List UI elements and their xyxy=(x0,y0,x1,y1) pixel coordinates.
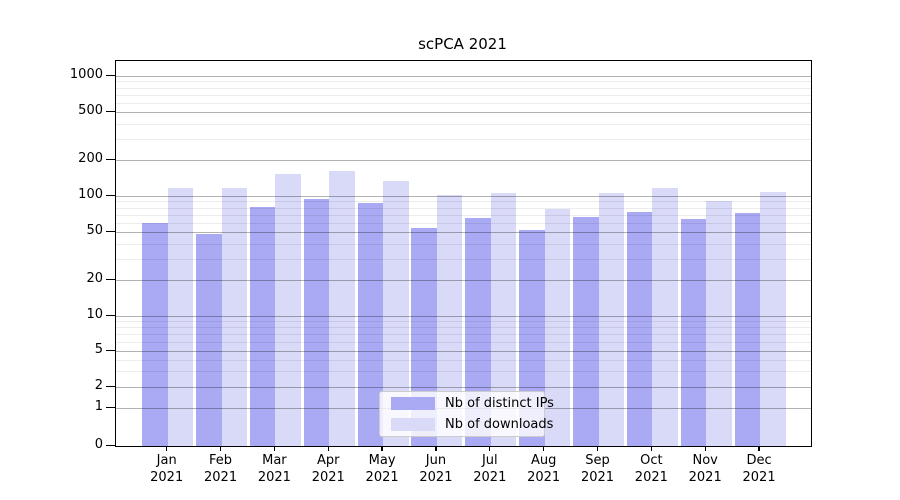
x-tick-label-nov: Nov 2021 xyxy=(688,453,722,485)
gridline-minor-700 xyxy=(116,94,811,96)
x-tick-label-mar: Mar 2021 xyxy=(257,453,291,485)
x-tick-mark-nov xyxy=(704,446,706,451)
x-tick-mark-oct xyxy=(650,446,652,451)
bar-downloads-aug xyxy=(544,208,571,446)
legend-item-downloads: Nb of downloads xyxy=(391,416,553,434)
x-tick-mark-jun xyxy=(435,446,437,451)
legend-label: Nb of distinct IPs xyxy=(445,396,554,411)
y-tick-mark-200 xyxy=(106,158,115,160)
x-tick-label-apr: Apr 2021 xyxy=(311,453,345,485)
gridline-minor-600 xyxy=(116,102,811,104)
y-tick-label-10: 10 xyxy=(86,307,103,322)
bar-downloads-apr xyxy=(329,171,355,446)
legend-item-distinct-ips: Nb of distinct IPs xyxy=(391,395,554,413)
bar-downloads-nov xyxy=(706,201,732,446)
legend-swatch-distinct-ips xyxy=(391,397,435,410)
bar-distinct-ips-nov xyxy=(680,219,707,446)
bar-distinct-ips-sep xyxy=(573,216,599,446)
x-tick-mark-sep xyxy=(596,446,599,451)
bar-distinct-ips-apr xyxy=(303,199,330,446)
y-tick-label-5: 5 xyxy=(94,342,103,357)
bar-distinct-ips-dec xyxy=(734,213,761,446)
y-tick-label-2: 2 xyxy=(94,378,103,393)
bar-distinct-ips-oct xyxy=(626,211,653,446)
y-tick-mark-100 xyxy=(106,194,115,196)
gridline-major-1000 xyxy=(116,76,811,77)
legend-label: Nb of downloads xyxy=(445,417,554,432)
x-tick-mark-jul xyxy=(489,446,491,451)
y-tick-mark-5 xyxy=(106,349,115,351)
legend: Nb of distinct IPs Nb of downloads xyxy=(379,391,554,437)
x-tick-label-dec: Dec 2021 xyxy=(742,453,776,485)
gridline-minor-300 xyxy=(116,138,811,140)
x-tick-mark-mar xyxy=(273,446,276,451)
x-tick-mark-apr xyxy=(327,446,329,451)
chart-title: scPCA 2021 xyxy=(418,35,507,53)
gridline-minor-900 xyxy=(116,81,811,83)
x-tick-label-feb: Feb 2021 xyxy=(204,453,238,485)
gridline-major-500 xyxy=(116,112,811,113)
y-tick-label-200: 200 xyxy=(78,151,103,166)
y-tick-mark-2 xyxy=(106,385,115,387)
y-tick-mark-500 xyxy=(106,110,115,112)
x-tick-label-oct: Oct 2021 xyxy=(634,453,668,485)
y-tick-mark-1000 xyxy=(106,74,115,76)
gridline-major-200 xyxy=(116,160,811,161)
gridline-major-100 xyxy=(116,196,811,197)
bar-downloads-jan xyxy=(167,188,194,446)
x-tick-mark-aug xyxy=(543,446,545,451)
legend-swatch-downloads xyxy=(391,418,435,431)
bar-distinct-ips-jan xyxy=(142,222,168,446)
y-tick-label-50: 50 xyxy=(86,223,103,238)
y-tick-mark-20 xyxy=(106,278,115,280)
y-tick-label-0: 0 xyxy=(94,437,103,452)
bar-distinct-ips-may xyxy=(357,203,384,446)
x-tick-mark-feb xyxy=(219,446,222,451)
bar-downloads-mar xyxy=(275,174,301,446)
x-tick-label-jun: Jun 2021 xyxy=(419,453,453,485)
plot-area xyxy=(115,60,812,447)
y-tick-label-100: 100 xyxy=(78,187,103,202)
y-tick-mark-1 xyxy=(106,406,115,408)
y-tick-label-20: 20 xyxy=(86,271,103,286)
x-tick-label-may: May 2021 xyxy=(365,453,399,485)
x-tick-label-aug: Aug 2021 xyxy=(527,453,561,485)
y-tick-label-500: 500 xyxy=(78,103,103,118)
gridline-minor-800 xyxy=(116,87,811,89)
x-tick-label-sep: Sep 2021 xyxy=(580,453,615,485)
bar-downloads-sep xyxy=(598,193,624,446)
y-tick-mark-50 xyxy=(106,230,115,232)
bar-downloads-oct xyxy=(652,187,678,446)
x-tick-mark-jan xyxy=(166,446,168,451)
bar-distinct-ips-feb xyxy=(196,234,222,446)
y-tick-label-1000: 1000 xyxy=(69,67,103,82)
x-tick-label-jul: Jul 2021 xyxy=(473,453,507,485)
x-tick-label-jan: Jan 2021 xyxy=(150,453,184,485)
gridline-minor-400 xyxy=(116,123,811,125)
bar-distinct-ips-mar xyxy=(249,206,276,446)
y-tick-label-1: 1 xyxy=(94,399,103,414)
y-tick-mark-10 xyxy=(106,314,115,316)
bar-downloads-feb xyxy=(221,187,248,446)
x-tick-mark-dec xyxy=(758,446,760,451)
bar-downloads-dec xyxy=(760,191,786,446)
y-tick-mark-0 xyxy=(106,444,115,446)
x-tick-mark-may xyxy=(381,446,383,451)
